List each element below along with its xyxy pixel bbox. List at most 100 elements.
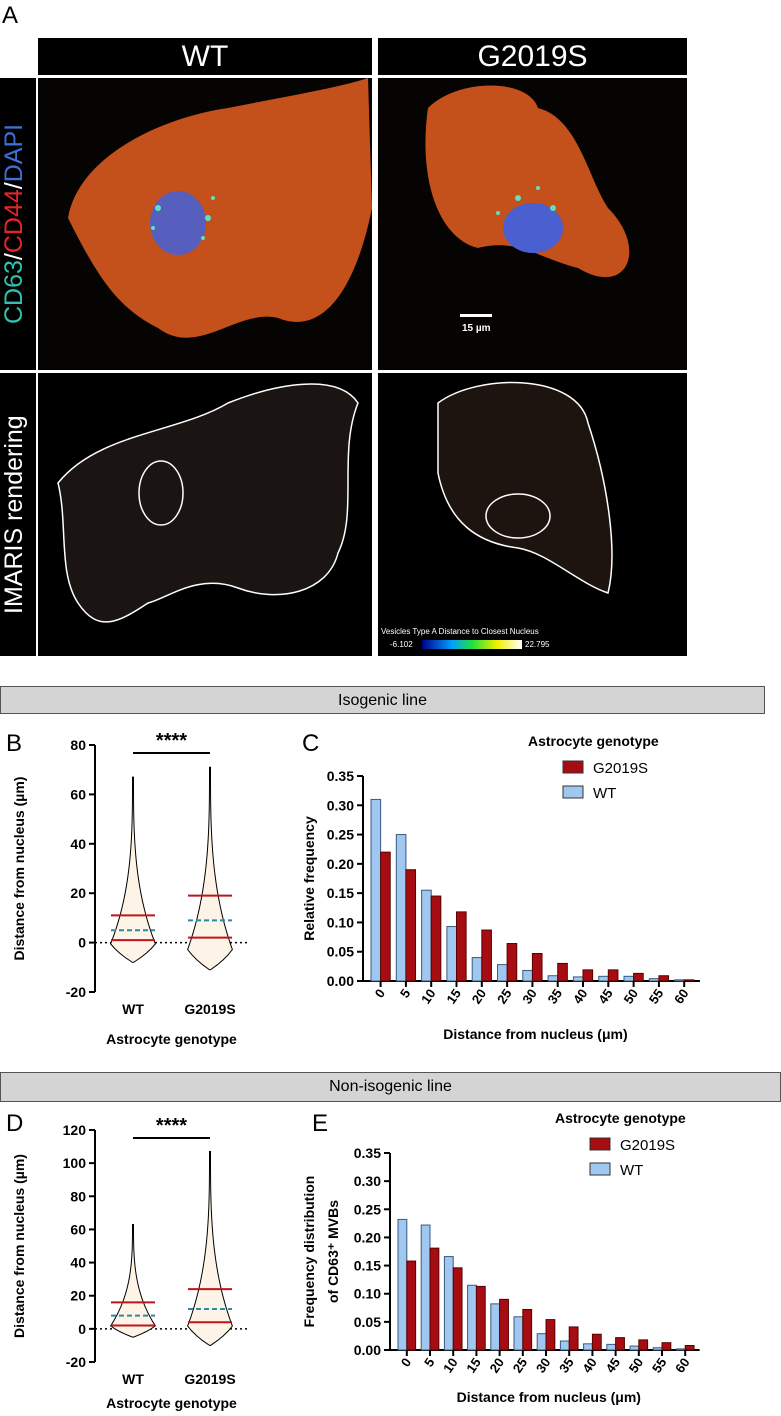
x-tick-label: 10 — [440, 1355, 461, 1375]
x-tick-label: 15 — [463, 1355, 484, 1375]
bar-wt — [497, 964, 508, 982]
y-tick-label: 0.20 — [327, 856, 354, 872]
legend-swatch-g2019s — [562, 760, 584, 774]
x-tick-label: 50 — [626, 1355, 647, 1375]
legend-swatch-wt — [562, 785, 584, 799]
violin-g2019s — [187, 1151, 233, 1346]
x-tick-label: 20 — [469, 986, 490, 1006]
bar-g2019s — [481, 929, 492, 982]
x-tick-label: 45 — [602, 1355, 623, 1375]
x-tick-label: 60 — [671, 986, 692, 1006]
bar-wt — [648, 978, 660, 982]
x-tick-label: 25 — [494, 986, 515, 1006]
micrograph-g2019s: 15 µm — [378, 78, 687, 370]
bar-g2019s — [615, 1337, 625, 1351]
y-axis-label: Distance from nucleus (µm) — [11, 777, 27, 961]
x-tick-label: WT — [122, 1371, 144, 1387]
x-tick-label: 45 — [595, 986, 616, 1006]
bar-g2019s — [531, 952, 543, 982]
y-tick-label: 0.30 — [354, 1173, 381, 1189]
y-tick-label: 0.25 — [327, 827, 354, 843]
bar-wt — [420, 1224, 431, 1351]
y-tick-label: 0.25 — [354, 1201, 381, 1217]
bar-g2019s — [522, 1308, 533, 1351]
x-axis-label: Astrocyte genotype — [106, 1395, 237, 1411]
legend-label-wt: WT — [593, 785, 616, 802]
panel-label-a: A — [2, 2, 19, 29]
x-tick-label: 40 — [579, 1355, 600, 1375]
y-tick-label: 120 — [63, 1122, 87, 1138]
bar-wt — [370, 798, 382, 982]
y-tick-label: 0.00 — [327, 973, 354, 989]
x-tick-label: 35 — [545, 986, 566, 1006]
y-tick-label: 100 — [63, 1155, 87, 1171]
bar-wt — [446, 926, 458, 982]
x-tick-label: 55 — [649, 1355, 670, 1375]
y-tick-label: 60 — [70, 786, 86, 802]
x-tick-label: 55 — [646, 986, 667, 1006]
y-tick-label: 0.10 — [354, 1286, 381, 1302]
panel-label-e: E — [312, 1110, 329, 1137]
x-tick-label: 15 — [443, 986, 464, 1006]
y-tick-label: 80 — [70, 1188, 86, 1204]
x-tick-label: WT — [122, 1001, 144, 1017]
y-tick-label: 0.15 — [354, 1258, 381, 1274]
bar-g2019s — [607, 969, 619, 982]
micrograph-wt — [38, 78, 372, 370]
bar-wt — [674, 979, 685, 982]
bar-wt — [395, 834, 407, 982]
y-tick-label: 40 — [70, 836, 86, 852]
x-tick-label: 25 — [510, 1355, 531, 1375]
bar-wt — [675, 1348, 686, 1351]
y-tick-label: 0.00 — [354, 1342, 381, 1358]
scale-bar — [460, 314, 492, 317]
panel-label-b: B — [6, 730, 23, 757]
header-g2019s: G2019S — [378, 38, 687, 75]
bar-g2019s — [456, 911, 467, 982]
bar-g2019s — [683, 979, 695, 982]
legend-title: Astrocyte genotype — [555, 1110, 686, 1126]
legend-swatch-g2019s — [589, 1137, 611, 1151]
x-tick-label: 5 — [397, 986, 413, 1001]
y-tick-label: 20 — [70, 1288, 86, 1304]
bar-wt — [397, 1218, 408, 1351]
y-tick-label: 0 — [78, 1321, 86, 1337]
y-tick-label: 40 — [70, 1255, 86, 1271]
y-tick-label: 20 — [70, 885, 86, 901]
bar-g2019s — [658, 975, 670, 982]
legend-label-g2019s: G2019S — [620, 1137, 675, 1154]
y-tick-label: -20 — [66, 1354, 86, 1370]
y-tick-label: 0.35 — [354, 1145, 381, 1161]
legend-title: Astrocyte genotype — [528, 733, 659, 749]
x-tick-label: 20 — [486, 1355, 507, 1375]
violin-g2019s — [187, 766, 233, 971]
x-tick-label: 30 — [533, 1355, 554, 1375]
bar-wt — [583, 1343, 593, 1351]
bar-g2019s — [452, 1267, 463, 1351]
band-isogenic: Isogenic line — [0, 686, 765, 714]
bar-wt — [490, 1303, 501, 1351]
y-tick-label: 0.05 — [354, 1314, 381, 1330]
x-tick-label: 10 — [418, 986, 439, 1006]
bar-wt — [652, 1347, 663, 1351]
y-tick-label: 0.10 — [327, 914, 354, 930]
legend-label-wt: WT — [620, 1162, 643, 1179]
x-tick-label: 35 — [556, 1355, 577, 1375]
y-tick-label: 80 — [70, 737, 86, 753]
violin-wt — [110, 776, 156, 963]
bar-wt — [471, 957, 483, 982]
colorbar-max: 22.795 — [525, 640, 550, 649]
colorbar — [422, 640, 522, 649]
bar-wt — [421, 889, 432, 982]
x-tick-label: G2019S — [184, 1001, 235, 1017]
imaris-rendering-wt — [38, 373, 372, 656]
significance-label: **** — [156, 730, 187, 752]
x-tick-label: 5 — [421, 1355, 437, 1370]
bar-wt — [623, 975, 635, 982]
bar-g2019s — [506, 943, 518, 982]
y-tick-label: 0 — [78, 935, 86, 951]
x-tick-label: 0 — [398, 1355, 414, 1370]
band-nonisogenic: Non-isogenic line — [0, 1072, 781, 1102]
bar-g2019s — [638, 1339, 649, 1351]
